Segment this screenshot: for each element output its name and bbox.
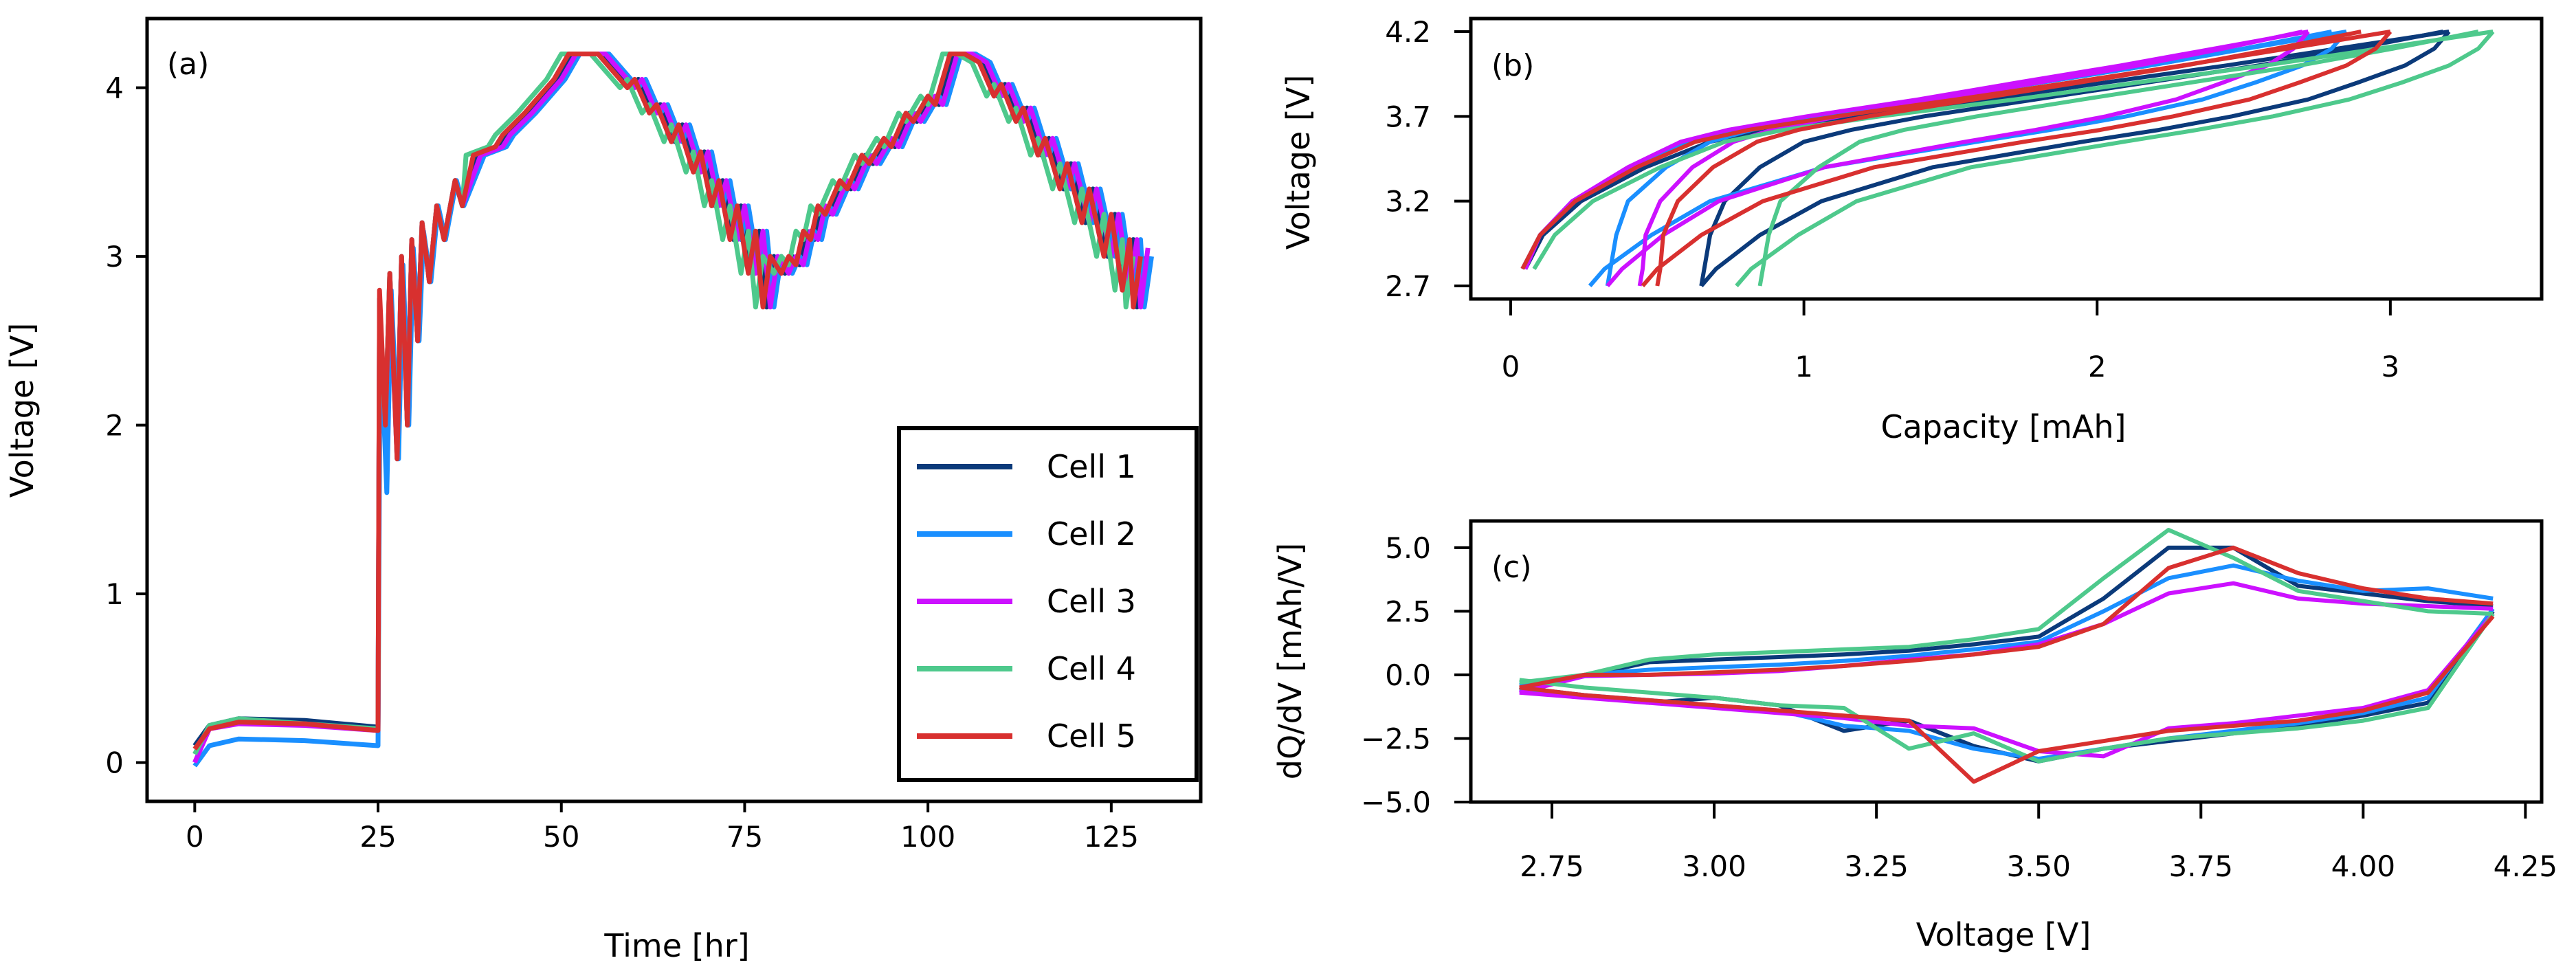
y-tick-label: 2.5 (1385, 594, 1431, 628)
plot-area-a (192, 52, 1154, 768)
y-tick-label: 2 (105, 409, 124, 443)
y-axis-label: Voltage [V] (1280, 75, 1317, 250)
series-cell-4-charge2 (1757, 30, 2479, 287)
series-cell-5-discharge (1519, 614, 2495, 784)
y-tick-label: 0.0 (1385, 658, 1431, 692)
x-tick-label: 125 (1084, 820, 1139, 854)
y-tick-label: 2.7 (1385, 269, 1431, 303)
plot-area-b (1520, 30, 2495, 287)
x-tick-label: 2.75 (1520, 849, 1584, 883)
y-tick-label: 3.7 (1385, 100, 1431, 133)
y-tick-label: −2.5 (1361, 722, 1431, 755)
series-cell-5-charge (1519, 545, 2494, 690)
legend-label: Cell 2 (1047, 515, 1136, 553)
panel-c: 2.75 3.00 3.25 3.50 3.75 4.00 4.25 −5.0 −2.5 0.0 2… (1272, 519, 2558, 953)
x-tick-label: 75 (726, 820, 763, 854)
x-tick-label: 0 (1502, 350, 1520, 384)
series-cell-4-charge (1519, 528, 2494, 685)
y-tick-label: 5.0 (1385, 531, 1431, 565)
legend-label: Cell 1 (1047, 448, 1136, 485)
x-tick-label: 25 (359, 820, 396, 854)
panel-label: (b) (1491, 48, 1534, 83)
series-cell-2-discharge (1519, 607, 2495, 762)
x-tick-label: 3.25 (1844, 849, 1909, 883)
y-tick-label: 3.2 (1385, 185, 1431, 219)
panel-b: 0 1 2 3 2.7 3.2 3.7 4.2 (b) Capacity [mAh] Voltage… (1280, 15, 2544, 445)
series-cell-5-discharge (1641, 30, 2392, 287)
y-tick-label: 1 (105, 577, 124, 611)
y-tick-label: 3 (105, 240, 124, 274)
series-cell-3-discharge (1519, 612, 2495, 759)
series-cell-1-charge (1519, 545, 2494, 693)
y-axis-label: Voltage [V] (3, 323, 41, 498)
y-tick-label: −5.0 (1361, 786, 1431, 819)
series-cell-5-charge2 (1655, 30, 2362, 287)
legend: Cell 1 Cell 2 Cell 3 Cell 4 Cell 5 (897, 426, 1199, 782)
panel-label: (a) (167, 47, 209, 82)
legend-label: Cell 4 (1047, 650, 1136, 687)
y-tick-label: 4 (105, 71, 124, 105)
legend-label: Cell 5 (1047, 718, 1136, 755)
axes-frame-a (145, 16, 1203, 803)
series-cell-2-charge (1519, 563, 2494, 687)
x-tick-label: 1 (1795, 350, 1813, 384)
x-tick-label: 2 (2088, 350, 2107, 384)
plot-area-c (1519, 528, 2495, 784)
axes-frame-b (1469, 16, 2544, 301)
x-tick-label: 3.75 (2169, 849, 2234, 883)
x-tick-label: 3.50 (2006, 849, 2071, 883)
x-tick-label: 3 (2381, 350, 2399, 384)
panel-a: 0 25 50 75 100 125 0 1 2 3 4 (a) Time [hr] Voltage [V… (3, 16, 1203, 964)
series-cell-4-discharge (1735, 30, 2495, 287)
panel-label: (c) (1491, 550, 1532, 585)
x-tick-label: 50 (543, 820, 579, 854)
x-tick-label: 4.25 (2494, 849, 2558, 883)
axes-frame-c (1469, 519, 2544, 804)
x-tick-label: 3.00 (1682, 849, 1746, 883)
series-cell-4-discharge (1519, 612, 2495, 764)
series-cell-3-charge2 (1637, 30, 2303, 287)
x-tick-label: 4.00 (2331, 849, 2396, 883)
x-axis-label: Time [hr] (603, 927, 749, 964)
x-axis-label: Capacity [mAh] (1881, 408, 2127, 445)
y-tick-label: 4.2 (1385, 15, 1431, 49)
series-cell-1-discharge (1700, 30, 2451, 287)
x-tick-label: 100 (900, 820, 955, 854)
x-axis-label: Voltage [V] (1916, 916, 2091, 953)
series-cell-5-voltage (192, 52, 1143, 751)
legend-label: Cell 3 (1047, 583, 1136, 620)
y-axis-label: dQ/dV [mAh/V] (1272, 543, 1309, 779)
x-tick-label: 0 (186, 820, 204, 854)
y-tick-label: 0 (105, 746, 124, 780)
